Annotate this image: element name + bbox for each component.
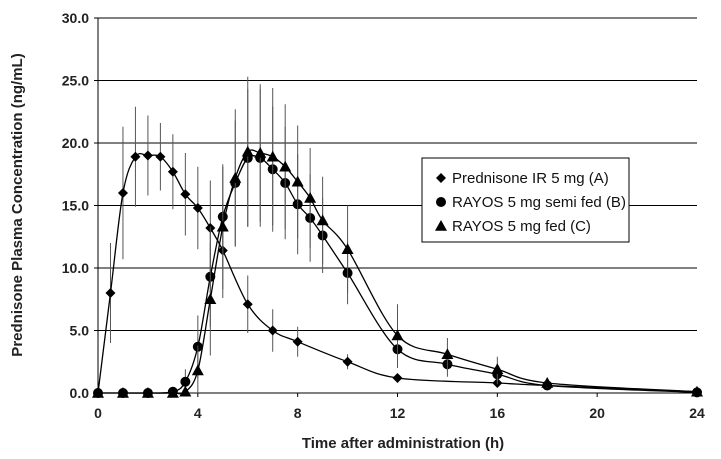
data-point [155,151,166,162]
data-point [167,166,178,177]
data-point [180,376,191,387]
data-point [342,356,353,367]
x-tick-label: 24 [689,405,705,421]
data-point [391,329,404,341]
data-point [130,151,141,162]
legend-box [421,157,630,243]
y-tick-label: 25.0 [62,73,89,89]
data-point [92,387,104,398]
series-triangle [92,76,703,398]
y-tick-label: 20.0 [62,135,89,151]
tick-labels: 0.0 5.0 10.0 15.0 20.0 25.0 30.0 0 4 8 12 16 20 24 [62,10,705,421]
data-point [292,336,303,347]
data-point [141,387,154,398]
data-point [266,150,279,162]
data-point [254,147,267,158]
data-point [105,288,116,298]
y-tick-label: 30.0 [62,10,89,26]
data-point [316,214,329,226]
data-point [117,188,128,198]
y-tick-label: 0.0 [70,385,90,401]
data-point [142,150,153,161]
data-point [229,172,242,183]
data-point [291,175,304,187]
data-point [241,145,254,157]
data-point [204,293,217,305]
data-point [279,160,292,172]
data-point [242,299,253,310]
y-axis-title: Prednisone Plasma Concentration (ng/mL) [9,53,26,356]
data-point [116,387,129,398]
data-point [192,203,203,213]
legend: Prednisone IR 5 mg (A) RAYOS 5 mg semi fe… [421,157,630,243]
data-point [267,325,278,336]
data-point [541,377,554,388]
y-tick-label: 5.0 [70,323,90,339]
y-tick-label: 10.0 [62,260,89,276]
legend-marker-diamond [436,173,446,183]
x-tick-label: 8 [294,405,302,421]
data-point [441,348,454,360]
series-layer [92,76,703,398]
data-point [691,385,703,397]
y-tick-label: 15.0 [62,198,89,214]
data-point [341,243,354,255]
data-point [304,192,317,203]
data-point [216,220,229,232]
x-tick-label: 4 [194,405,202,421]
data-point [166,387,179,398]
x-tick-label: 0 [94,405,102,421]
x-tick-label: 20 [589,405,605,421]
legend-label: RAYOS 5 mg fed (C) [452,218,591,235]
data-point [191,364,204,376]
data-point [491,363,504,375]
legend-marker-circle [436,197,446,207]
data-point [179,385,192,397]
x-tick-label: 16 [490,405,506,421]
x-tick-label: 12 [390,405,406,421]
data-point [392,373,403,383]
legend-label: Prednisone IR 5 mg (A) [452,170,609,187]
legend-label: RAYOS 5 mg semi fed (B) [452,194,626,211]
x-axis-title: Time after administration (h) [302,435,504,452]
data-point [180,189,191,200]
legend-marker-triangle [435,220,447,231]
